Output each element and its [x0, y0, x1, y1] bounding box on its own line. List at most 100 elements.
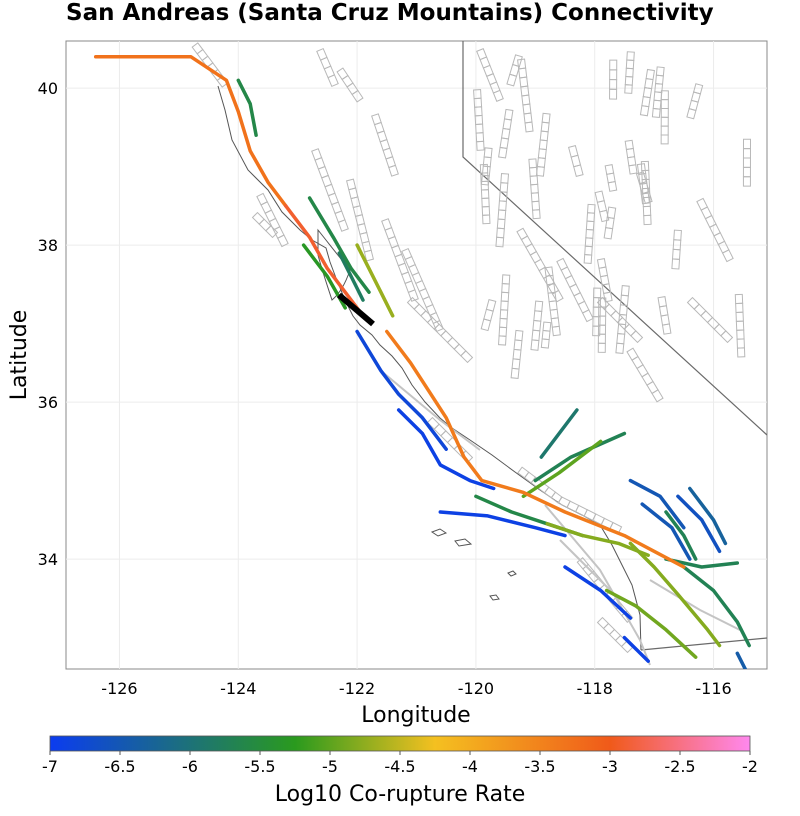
fault-trace: [628, 541, 722, 648]
x-tick-label: -124: [220, 679, 256, 698]
fault-subsection-outline: [721, 249, 734, 263]
fault-trace: [676, 494, 722, 554]
colorbar-ticks: -7 -6.5 -6 -5.5 -5 -4.5 -4 -3.5 -3 -2.5 -2: [42, 751, 758, 776]
fault-subsection-outline: [492, 89, 504, 102]
fault-subsection-outline: [540, 338, 550, 349]
background-fault-trace: [379, 369, 481, 451]
fault-trace: [682, 565, 751, 648]
fault-subsection-outline: [363, 249, 375, 262]
background-fault-trace: [559, 539, 621, 601]
fault-subsection-outline: [510, 367, 520, 380]
fault-subsection-outline: [609, 88, 618, 100]
fault-subsection-outline: [265, 225, 279, 239]
x-axis-label: Longitude: [361, 703, 470, 728]
fault-subsection-outline: [573, 164, 584, 178]
fault-subsection-outline: [628, 164, 638, 175]
source-section: [337, 292, 375, 327]
fault-subsection-outline: [630, 330, 644, 344]
x-tick-label: -116: [695, 679, 731, 698]
channel-islands: [430, 528, 517, 601]
fault-trace: [640, 502, 692, 561]
fault-trace: [539, 408, 579, 459]
fault-subsection-outline: [651, 389, 664, 403]
fault-trace: [355, 329, 448, 451]
fault-subsection-outline: [624, 84, 633, 94]
fault-subsection-outline: [482, 214, 491, 225]
fault-subsection-outline: [530, 339, 540, 351]
fault-trace: [664, 557, 740, 569]
background-fault-trace: [649, 579, 741, 631]
fault-subsection-outline: [498, 146, 508, 159]
fault-subsection-outline: [327, 74, 339, 88]
fault-subsection-outline: [277, 234, 289, 248]
fault-subsection-outline: [592, 325, 601, 337]
y-tick-label: 38: [38, 236, 58, 255]
fault-subsection-outline: [532, 209, 541, 220]
fault-subsection-outline: [480, 318, 492, 332]
fault-subsection-outline: [603, 227, 614, 240]
fault-subsection-outline: [639, 105, 650, 117]
fault-subsection-outline: [476, 140, 485, 151]
fault-subsection-outline: [686, 108, 697, 120]
fault-trace: [688, 486, 728, 546]
colorbar-tick-label: -4: [462, 757, 478, 776]
fault-subsection-outline: [597, 342, 606, 353]
x-tick-label: -126: [101, 679, 137, 698]
fault-subsection-outline: [603, 291, 613, 303]
colorbar-tick-label: -4.5: [384, 757, 415, 776]
fault-trace: [337, 251, 365, 302]
colorbar-tick-label: -2: [742, 757, 758, 776]
fault-trace: [664, 510, 698, 561]
fault-traces: [93, 54, 751, 669]
chart-title: San Andreas (Santa Cruz Mountains) Conne…: [66, 0, 714, 26]
fault-subsection-outline: [460, 350, 474, 364]
fault-trace: [628, 478, 686, 530]
fault-subsection-outline: [551, 289, 564, 303]
fault-subsection-outline: [581, 309, 594, 323]
y-tick-label: 36: [38, 393, 58, 412]
state-boundary: [462, 41, 767, 436]
background-fault-trace: [544, 504, 651, 666]
colorbar-tick-label: -5.5: [244, 757, 275, 776]
x-axis-ticks: -126 -124 -122 -120 -118 -116: [101, 679, 731, 698]
fault-trace: [604, 588, 698, 659]
fault-subsection-outline: [661, 323, 672, 335]
fault-subsection-outline: [524, 121, 534, 133]
fault-trace: [284, 204, 365, 318]
coastline: [217, 85, 642, 651]
colorbar-tick-label: -3.5: [524, 757, 555, 776]
fault-subsection-outline: [660, 134, 669, 145]
fault-subsection-outline: [615, 342, 625, 354]
fault-subsection-outline: [337, 219, 349, 232]
fault-subsection-outline: [583, 254, 593, 264]
fault-subsection-outline: [651, 107, 661, 119]
colorbar-tick-label: -3: [602, 757, 618, 776]
colorbar-tick-label: -5: [322, 757, 338, 776]
y-axis-label: Latitude: [7, 310, 32, 401]
fault-trace: [307, 196, 371, 294]
fault-subsection-outline: [720, 330, 734, 344]
fault-trace: [622, 635, 650, 663]
fault-subsection-outline: [498, 335, 507, 346]
fault-trace: [385, 329, 686, 569]
fault-trace: [236, 78, 258, 137]
fault-subsection-outline: [551, 325, 561, 337]
fault-trace: [438, 510, 567, 538]
colorbar-tick-label: -2.5: [664, 757, 695, 776]
colorbar-tick-label: -6: [182, 757, 198, 776]
y-tick-label: 34: [38, 550, 58, 569]
fault-trace: [533, 431, 627, 483]
colorbar-label: Log10 Co-rupture Rate: [275, 782, 526, 807]
colorbar: [49, 735, 751, 752]
fault-trace: [355, 243, 395, 318]
fault-subsection-outline: [641, 190, 653, 205]
x-tick-label: -122: [339, 679, 375, 698]
fault-trace: [396, 408, 496, 491]
x-tick-label: -118: [577, 679, 613, 698]
fault-trace: [735, 651, 748, 669]
fault-subsection-outline: [495, 236, 505, 248]
fault-subsection-outline: [742, 176, 751, 187]
y-axis-ticks: 40 38 36 34: [38, 79, 58, 569]
fault-subsection-outline: [671, 258, 681, 270]
